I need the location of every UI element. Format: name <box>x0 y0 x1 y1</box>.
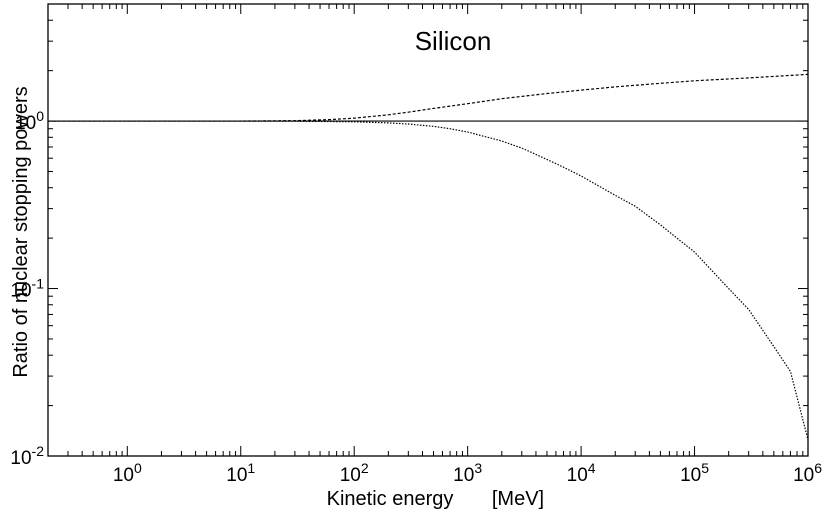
x-tick-label: 101 <box>226 460 255 486</box>
x-tick-label: 104 <box>567 460 596 486</box>
x-tick-label: 103 <box>453 460 482 486</box>
series-line-3 <box>48 120 809 440</box>
series-line-2 <box>48 73 809 122</box>
x-tick-label: 106 <box>793 460 822 486</box>
y-axis-label: Ratio of nuclear stopping powers <box>10 86 32 377</box>
x-tick-label: 100 <box>113 460 142 486</box>
plot-frame <box>47 3 809 457</box>
x-axis-unit: [MeV] <box>492 488 544 510</box>
x-tick-label: 102 <box>340 460 369 486</box>
x-axis-label: Kinetic energy <box>327 488 454 510</box>
y-tick-label: 10-2 <box>10 443 44 469</box>
x-tick-label: 105 <box>680 460 709 486</box>
y-tick-label: 100 <box>15 108 44 134</box>
chart-title: Silicon <box>415 26 492 56</box>
y-tick-label: 10-1 <box>10 276 44 302</box>
